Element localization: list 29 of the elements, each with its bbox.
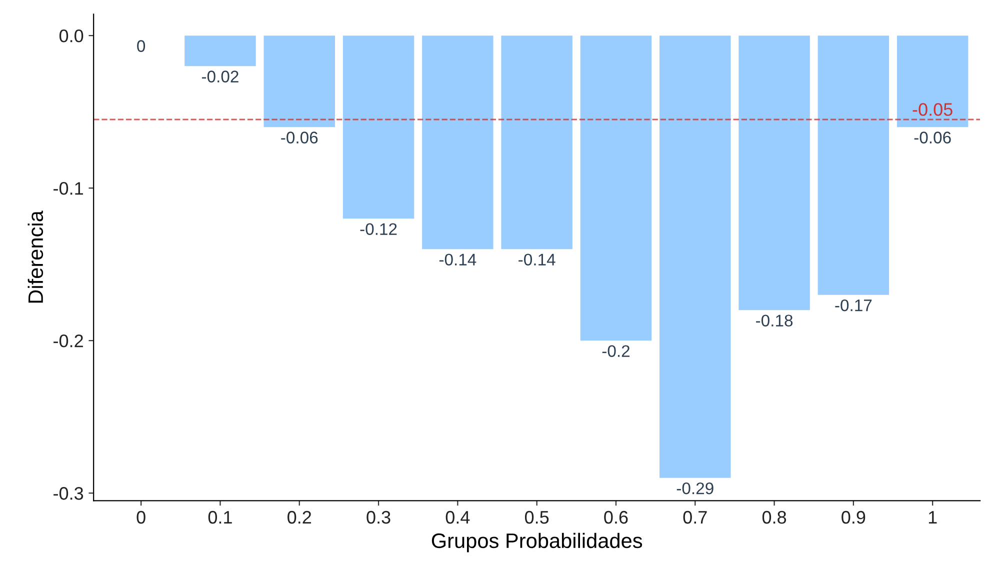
x-tick-label: 0.3: [366, 510, 390, 524]
ref-line-label: -0.05: [912, 103, 952, 116]
y-tick-label: 0.0: [59, 30, 84, 42]
data-label: -0.2: [602, 345, 630, 357]
y-tick-label: -0.1: [54, 182, 83, 195]
data-label: -0.14: [439, 254, 476, 266]
data-label: -0.14: [518, 254, 556, 266]
data-label: -0.02: [202, 70, 238, 82]
data-label: -0.17: [835, 299, 872, 312]
data-label: -0.06: [281, 132, 318, 144]
x-tick-label: 1: [928, 511, 937, 524]
x-tick-label: 0.5: [524, 510, 549, 524]
data-label: -0.06: [914, 132, 951, 144]
x-tick-label: 0: [136, 510, 146, 524]
data-label: -0.18: [756, 314, 793, 326]
x-tick-label: 0.1: [208, 510, 232, 524]
x-tick-label: 0.6: [604, 510, 628, 524]
data-label: -0.12: [360, 223, 397, 235]
x-tick-label: 0.4: [446, 510, 470, 524]
y-axis-title: Diferencia: [28, 210, 44, 303]
x-tick-label: 0.8: [762, 510, 786, 524]
y-tick-label: -0.3: [54, 487, 84, 500]
data-label: 0: [137, 40, 146, 52]
y-tick-label: -0.2: [54, 334, 83, 348]
data-label: -0.29: [676, 482, 714, 494]
x-axis-title: Grupos Probabilidades: [432, 532, 642, 552]
x-tick-label: 0.7: [683, 510, 707, 524]
x-tick-label: 0.2: [288, 510, 312, 524]
x-tick-label: 0.9: [842, 510, 866, 524]
